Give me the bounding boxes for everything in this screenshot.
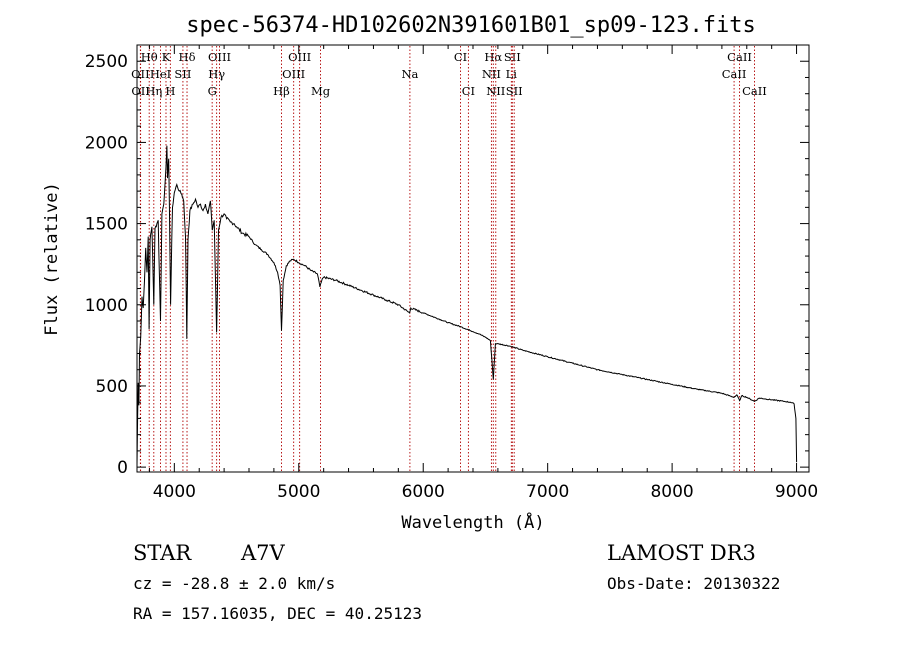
spectral-line-label: CI xyxy=(462,84,475,98)
spectral-line-label: HeI xyxy=(150,67,171,81)
spectral-line-label: Hα xyxy=(484,50,502,64)
spectral-line-label: Hθ xyxy=(141,50,158,64)
spectral-line-label: Na xyxy=(401,67,418,81)
x-tick-label: 5000 xyxy=(277,482,320,502)
obs-date: Obs-Date: 20130322 xyxy=(607,574,780,593)
spectral-line-label: Hγ xyxy=(208,67,225,81)
spectral-line-label: Hβ xyxy=(273,84,290,98)
spectral-line-label: K xyxy=(162,50,171,64)
object-class: STAR xyxy=(133,541,192,565)
spectral-line-label: Hη xyxy=(145,84,162,98)
x-tick-label: 7000 xyxy=(526,482,569,502)
spectral-line-label: SII xyxy=(504,50,521,64)
spectral-line-label: OIII xyxy=(288,50,311,64)
y-tick-label: 2000 xyxy=(85,133,128,153)
coordinates: RA = 157.16035, DEC = 40.25123 xyxy=(133,604,422,623)
spectral-line-label: Mg xyxy=(311,84,331,98)
y-tick-label: 1500 xyxy=(85,215,128,235)
spectral-line-label: CaII xyxy=(727,50,752,64)
flux-series xyxy=(136,145,798,466)
spectral-line-label: G xyxy=(208,84,217,98)
axes: 4000 5000 6000 7000 8000 9000 0 500 1000 1500 2000… xyxy=(85,45,818,502)
spectral-line-label: Li xyxy=(506,67,518,81)
spectral-line-label: OIII xyxy=(282,67,305,81)
spectral-line-label: NII xyxy=(482,67,501,81)
flux-line xyxy=(136,145,798,466)
redshift-text: cz = -28.8 ± 2.0 km/s xyxy=(133,574,335,593)
x-axis-label: Wavelength (Å) xyxy=(401,511,544,533)
spectral-line-label: CI xyxy=(454,50,467,64)
object-subclass: A7V xyxy=(240,541,286,565)
spectral-line-label: SII xyxy=(174,67,191,81)
y-tick-label: 2500 xyxy=(85,52,128,72)
y-tick-label: 500 xyxy=(96,377,128,397)
x-tick-label: 6000 xyxy=(402,482,445,502)
spectral-line-label: CaII xyxy=(722,67,747,81)
chart-title: spec-56374-HD102602N391601B01_sp09-123.f… xyxy=(186,13,756,38)
spectral-line-label: OIII xyxy=(208,50,231,64)
spectral-line-label: NII xyxy=(486,84,505,98)
y-tick-label: 0 xyxy=(117,458,128,478)
plot-frame xyxy=(136,44,810,473)
spectral-line-label: OII xyxy=(131,84,150,98)
spectral-line-label: CaII xyxy=(742,84,767,98)
x-tick-label: 4000 xyxy=(153,482,196,502)
survey-name: LAMOST DR3 xyxy=(607,541,756,565)
spectral-line-label: SII xyxy=(506,84,523,98)
x-tick-label: 9000 xyxy=(775,482,818,502)
x-tick-label: 8000 xyxy=(650,482,693,502)
spectral-line-label: H xyxy=(165,84,175,98)
spectral-line-label: Hδ xyxy=(179,50,196,64)
y-tick-label: 1000 xyxy=(85,296,128,316)
y-axis-label: Flux (relative) xyxy=(42,182,62,336)
